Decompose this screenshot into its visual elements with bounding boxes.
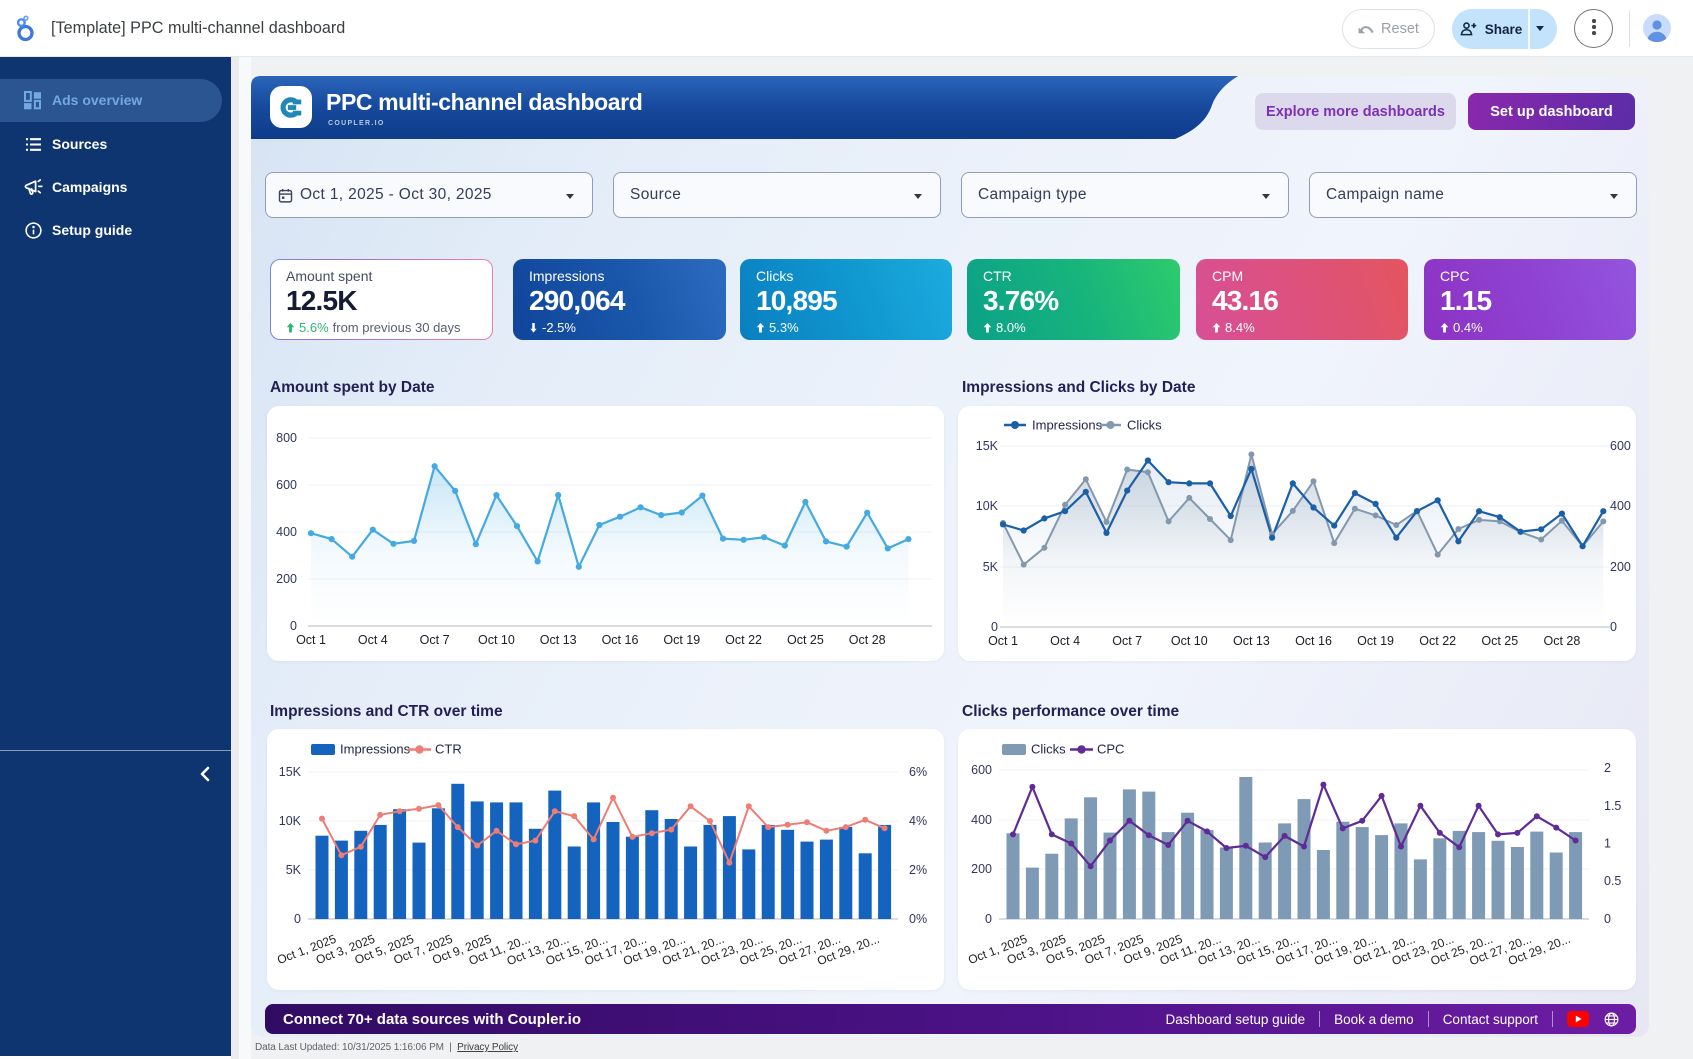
svg-text:5K: 5K [983,560,999,574]
svg-text:200: 200 [1610,560,1631,574]
svg-text:Oct 16: Oct 16 [1295,634,1332,648]
svg-text:Oct 1: Oct 1 [296,633,326,647]
svg-text:Oct 28: Oct 28 [1543,634,1580,648]
svg-text:0: 0 [294,912,301,926]
svg-text:0%: 0% [909,912,927,926]
svg-text:Oct 7: Oct 7 [420,633,450,647]
svg-text:Oct 7: Oct 7 [1112,634,1142,648]
svg-text:Oct 19: Oct 19 [663,633,700,647]
svg-text:Oct 28: Oct 28 [849,633,886,647]
svg-text:0.5: 0.5 [1604,874,1621,888]
svg-text:CPC: CPC [1097,742,1124,757]
svg-text:15K: 15K [976,439,999,453]
svg-text:400: 400 [276,525,297,539]
svg-text:0: 0 [991,620,998,634]
svg-text:0: 0 [1604,912,1611,926]
svg-text:10K: 10K [976,499,999,513]
svg-text:Oct 4: Oct 4 [1050,634,1080,648]
svg-text:Oct 4: Oct 4 [358,633,388,647]
svg-text:600: 600 [1610,439,1631,453]
svg-text:0: 0 [290,619,297,633]
svg-text:CTR: CTR [435,742,462,757]
svg-text:200: 200 [971,862,992,876]
svg-text:200: 200 [276,572,297,586]
svg-text:15K: 15K [279,765,302,779]
svg-text:Clicks: Clicks [1031,742,1066,757]
svg-text:Oct 1: Oct 1 [988,634,1018,648]
svg-text:0: 0 [1610,620,1617,634]
svg-text:2: 2 [1604,761,1611,775]
svg-text:1: 1 [1604,837,1611,851]
svg-text:Oct 10: Oct 10 [1171,634,1208,648]
svg-text:6%: 6% [909,765,927,779]
svg-text:Oct 19: Oct 19 [1357,634,1394,648]
svg-text:4%: 4% [909,814,927,828]
svg-text:10K: 10K [279,814,302,828]
svg-text:400: 400 [1610,499,1631,513]
svg-text:2%: 2% [909,863,927,877]
svg-text:Oct 25: Oct 25 [787,633,824,647]
svg-text:Oct 10: Oct 10 [478,633,515,647]
svg-text:Oct 13: Oct 13 [1233,634,1270,648]
svg-text:600: 600 [276,478,297,492]
svg-text:Impressions: Impressions [340,742,411,757]
svg-text:Oct 16: Oct 16 [602,633,639,647]
svg-text:Oct 13: Oct 13 [540,633,577,647]
svg-text:400: 400 [971,813,992,827]
svg-text:Oct 22: Oct 22 [725,633,762,647]
svg-text:5K: 5K [286,863,302,877]
svg-text:0: 0 [985,912,992,926]
svg-text:800: 800 [276,431,297,445]
svg-text:Impressions: Impressions [1032,418,1103,433]
svg-text:1.5: 1.5 [1604,799,1621,813]
svg-text:Clicks: Clicks [1127,418,1162,433]
svg-text:Oct 25: Oct 25 [1481,634,1518,648]
svg-text:600: 600 [971,763,992,777]
svg-text:Oct 22: Oct 22 [1419,634,1456,648]
